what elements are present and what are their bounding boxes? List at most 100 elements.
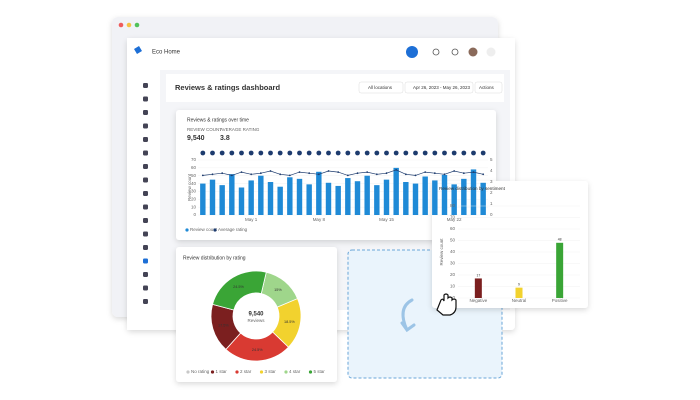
point [250, 173, 253, 176]
legend-label: 2 star [240, 369, 252, 374]
legend-label: Average rating [218, 227, 248, 232]
bar [474, 278, 482, 298]
point [375, 173, 378, 176]
rating-badge [326, 150, 331, 156]
point [230, 174, 233, 177]
bar [403, 182, 409, 215]
y-tick-label: 0 [193, 212, 196, 217]
y-tick-label: 50 [191, 173, 197, 178]
rating-badge [200, 150, 206, 156]
bar [556, 242, 564, 298]
window-dot [134, 22, 140, 28]
point [346, 174, 349, 177]
y-axis-label: Review count [187, 173, 192, 201]
card-title: Review distribution by rating [183, 255, 246, 261]
rating-badge [316, 150, 322, 156]
top-bar [127, 38, 515, 66]
x-tick-label: May 22 [447, 217, 462, 222]
point [269, 170, 272, 172]
y-tick-label: 60 [450, 226, 456, 231]
avatar[interactable] [468, 47, 478, 57]
point [298, 171, 301, 174]
legend-swatch [259, 370, 264, 374]
filter-label[interactable]: All locations [368, 85, 393, 90]
bar [374, 185, 380, 215]
bar [515, 287, 523, 298]
bar [393, 167, 399, 215]
y-tick-label: 30 [191, 189, 197, 194]
help-icon[interactable] [451, 48, 459, 56]
point [462, 172, 465, 175]
card-title: Reviews & ratings over time [187, 117, 249, 123]
y-tick-label: 70 [191, 157, 197, 162]
date-button[interactable] [404, 81, 474, 94]
window-dot [118, 22, 124, 28]
legend-swatch [308, 370, 313, 374]
sidebar [127, 66, 157, 330]
rating-badge [403, 150, 409, 156]
y-tick-label: 70 [450, 215, 456, 220]
card-title: Review distribution by sentiment [439, 186, 506, 191]
nav-icon [143, 272, 148, 277]
nav-icon [143, 96, 148, 102]
bar [200, 183, 206, 215]
nav-icon [143, 285, 148, 291]
send-button[interactable] [406, 46, 418, 58]
x-tick-label: May 1 [245, 217, 258, 222]
point [337, 171, 340, 174]
value-label: 15% [274, 288, 282, 292]
logo [134, 46, 142, 54]
rating-badge [355, 150, 360, 156]
sidebar-icons [143, 83, 148, 304]
nav-icon [143, 258, 148, 264]
y-tick-label: 40 [191, 181, 197, 186]
bar [209, 179, 216, 215]
point [259, 172, 262, 175]
y-tick-label: 80 [450, 203, 456, 208]
menu-button[interactable] [486, 47, 496, 57]
bar [219, 185, 225, 215]
bar [383, 179, 390, 215]
actions-button[interactable] [474, 81, 503, 94]
y-tick-label: 50 [450, 238, 456, 243]
actions-label[interactable]: Actions [479, 85, 495, 90]
rating-badge [432, 150, 438, 156]
nav-icon [143, 299, 148, 304]
filter-button[interactable] [358, 81, 404, 94]
center-value: 9,540 [248, 312, 264, 318]
point [414, 174, 417, 177]
x-tick-label: May 15 [379, 217, 394, 222]
point [327, 170, 330, 172]
bar [461, 178, 467, 215]
legend-swatch [284, 370, 288, 374]
point [472, 171, 475, 174]
point [395, 169, 398, 171]
rating-badge [384, 150, 389, 156]
bar [412, 183, 419, 215]
point [279, 173, 282, 176]
stat-label: REVIEW COUNT [187, 127, 222, 132]
y2-tick-label: 2 [490, 190, 493, 195]
rating-badge [374, 150, 380, 156]
notifications-icon[interactable] [432, 48, 440, 56]
rating-badge [451, 150, 457, 156]
value-label: 17.5% [218, 324, 229, 328]
point [317, 173, 320, 176]
nav-icon [143, 191, 148, 196]
legend-label: 3 star [265, 369, 277, 374]
x-tick-label: Positive [552, 298, 568, 303]
rating-badge [306, 150, 312, 156]
x-tick-label: May 8 [313, 217, 326, 222]
rating-badge [461, 150, 467, 156]
point [424, 171, 427, 174]
legend-label: Review count [190, 227, 218, 232]
bar [258, 175, 264, 215]
rating-badge [480, 150, 486, 156]
y-tick-label: 20 [450, 272, 456, 277]
rating-badge [287, 150, 293, 156]
nav-icon [143, 245, 148, 250]
rating-badge [345, 150, 351, 156]
center-label: Reviews [247, 318, 265, 323]
date-label[interactable]: Apr 26, 2023 - May 26, 2023 [413, 85, 471, 90]
